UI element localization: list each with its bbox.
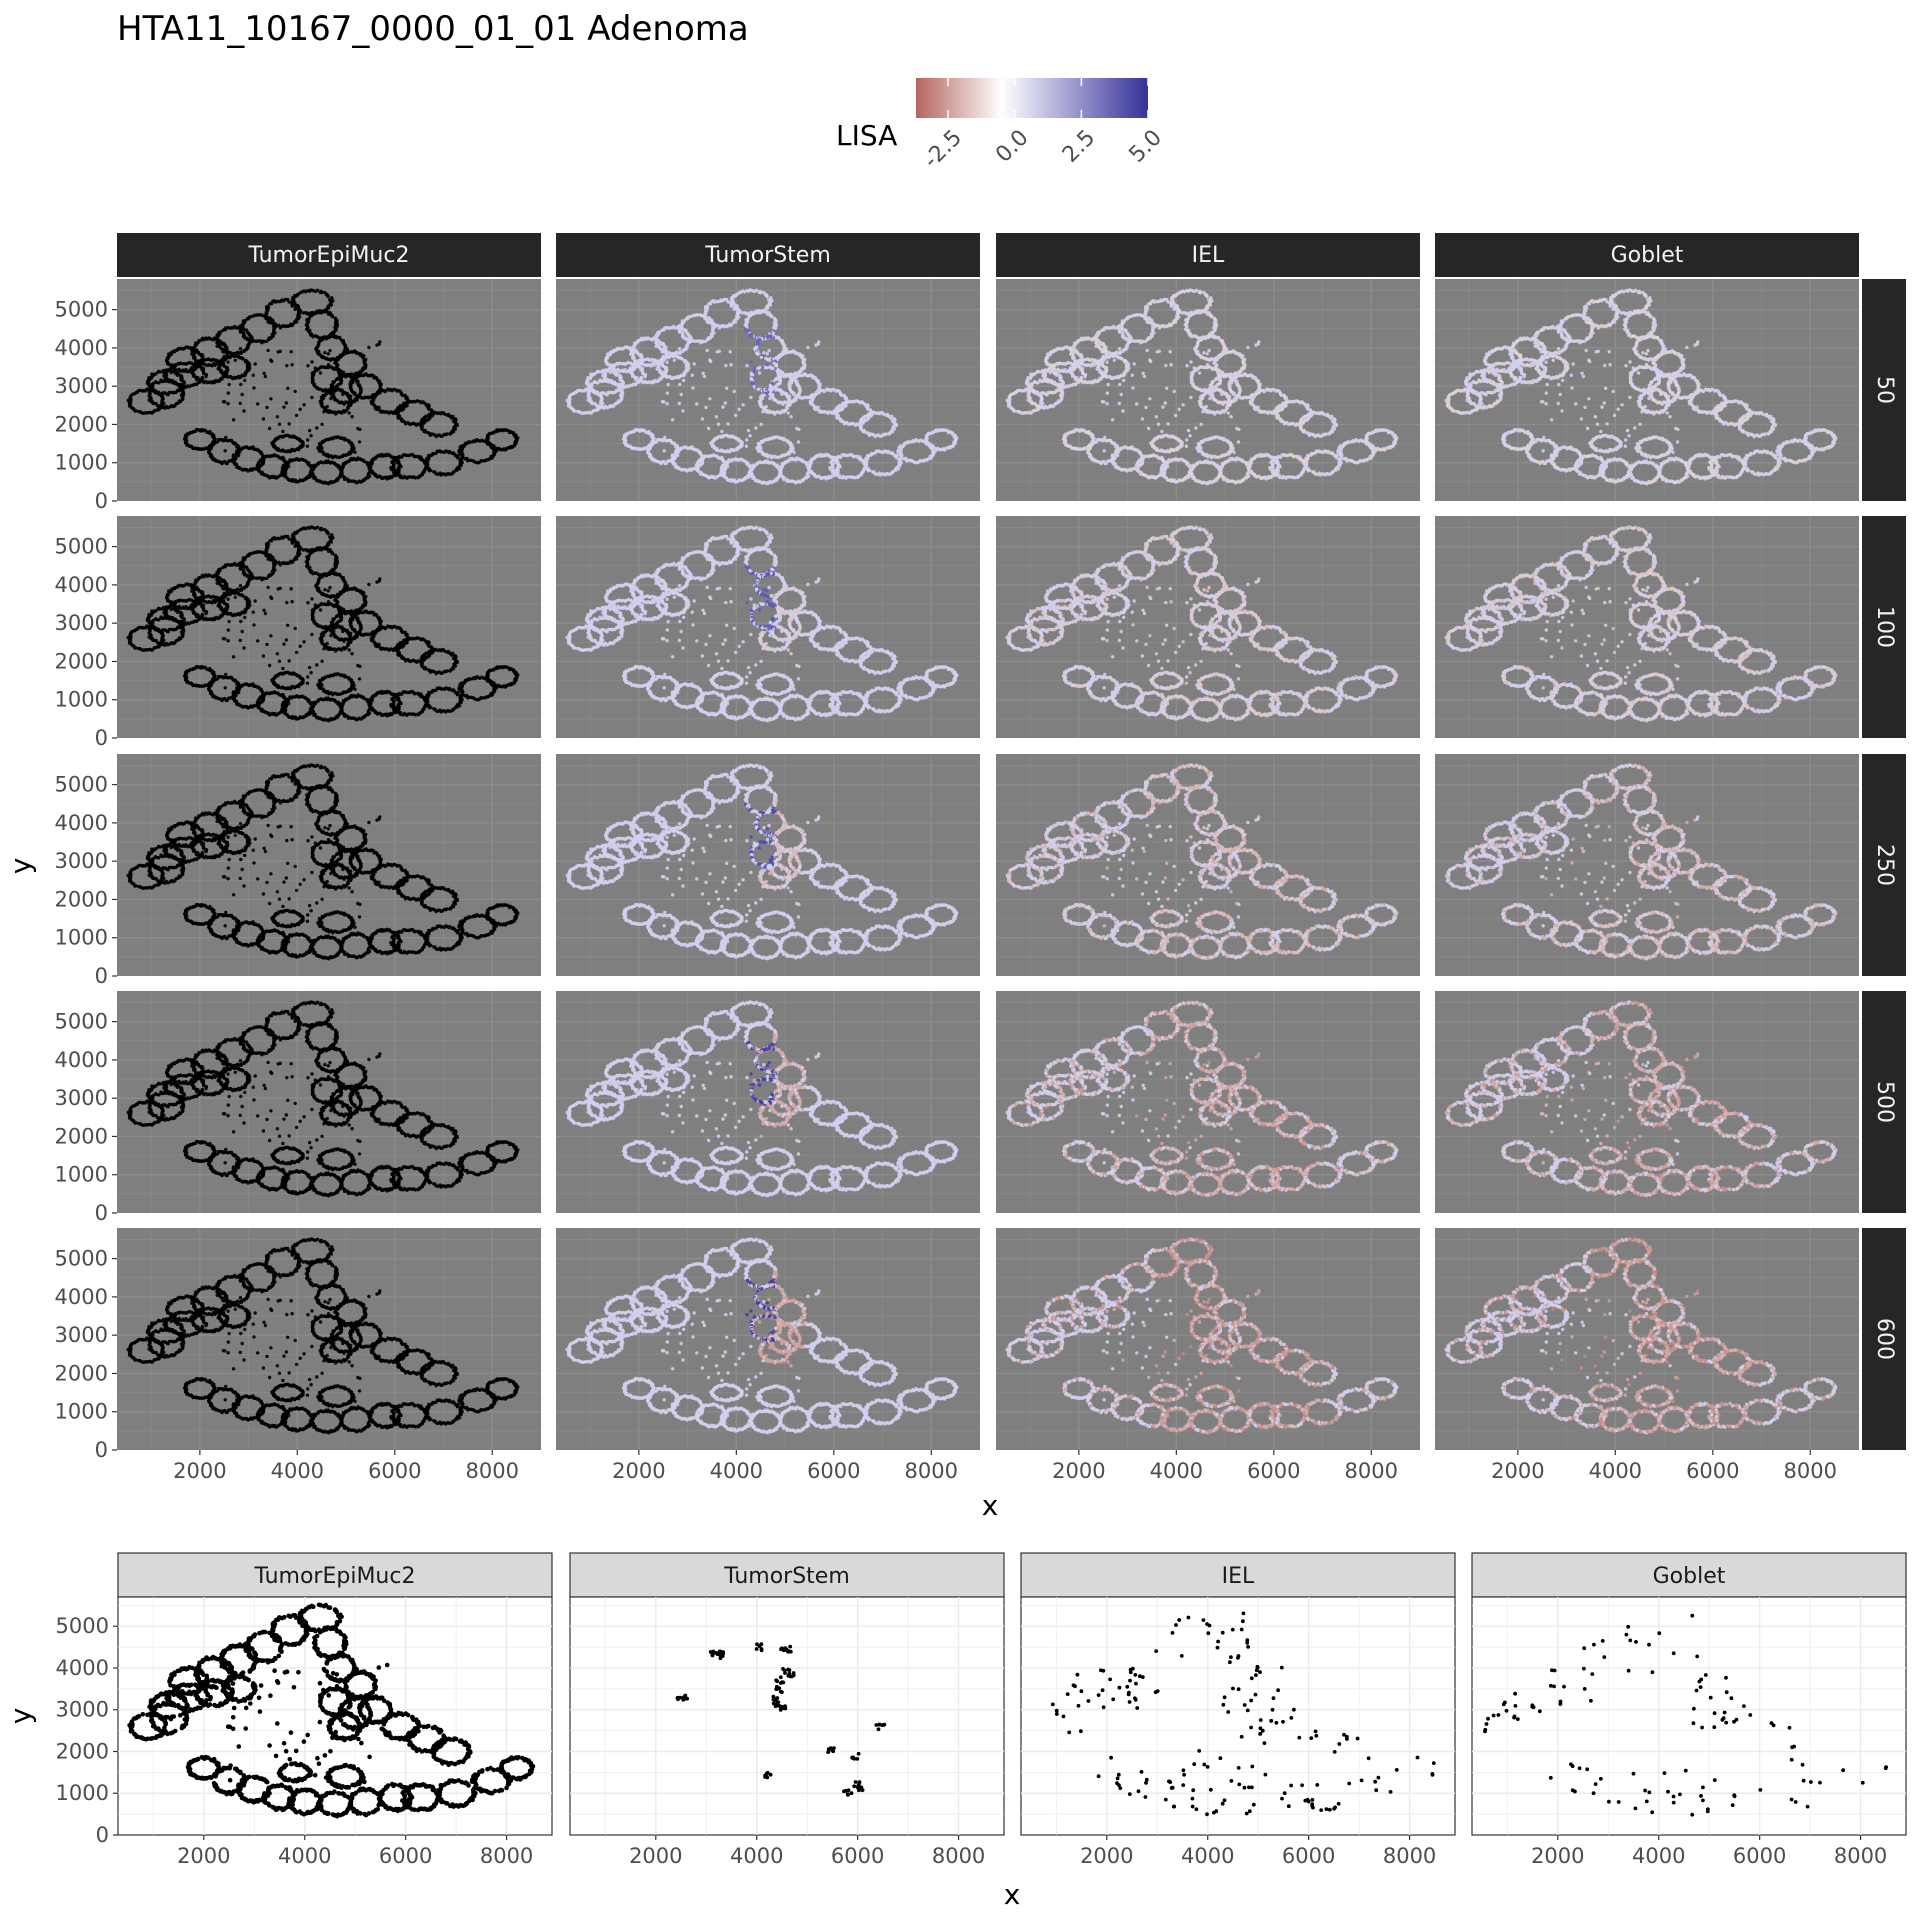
legend: LISA -2.5 0.0 2.5 5.0 [836, 78, 1167, 173]
row-strip-label: 100 [1872, 606, 1897, 648]
lisa-point [334, 317, 337, 320]
row-strip-label: 500 [1872, 1081, 1897, 1123]
lisa-point [364, 363, 367, 366]
lisa-point [196, 361, 199, 364]
legend-title: LISA [836, 119, 897, 152]
lisa-point [248, 366, 251, 369]
lisa-point [239, 330, 242, 333]
facet-strip-label: IEL [1192, 243, 1225, 268]
lisa-point [323, 291, 326, 294]
legend-tick-label: 0.0 [991, 125, 1033, 167]
chart-title: HTA11_10167_0000_01_01 Adenoma [117, 9, 749, 49]
lisa-point [297, 313, 300, 316]
lisa-point [178, 399, 181, 402]
row-strip-label: 50 [1872, 376, 1897, 404]
legend-colorbar [916, 78, 1148, 118]
lisa-point [201, 376, 204, 379]
facet-strip-label: TumorStem [704, 243, 831, 268]
lisa-point [272, 328, 275, 331]
lisa-point [151, 402, 154, 405]
lisa-point [223, 355, 226, 358]
facet-strip-label: Goblet [1611, 243, 1684, 268]
lisa-point [180, 393, 183, 396]
lisa-point [291, 304, 294, 307]
legend-tick-label: 2.5 [1058, 125, 1100, 167]
facet-strip-label: TumorEpiMuc2 [248, 243, 410, 268]
lisa-point [154, 381, 157, 384]
lisa-point [379, 386, 382, 389]
lisa-point [204, 374, 207, 377]
lisa-point [200, 359, 203, 362]
lisa-point [446, 432, 449, 435]
lisa-point [329, 301, 332, 304]
legend-tick-label: 5.0 [1125, 125, 1167, 167]
lisa-facet-grid: TumorEpiMuc2 TumorStem IEL Goblet 50 100 250 50… [4, 233, 1906, 1522]
lisa-point [299, 309, 302, 312]
row-strip-label: 600 [1872, 1318, 1897, 1360]
lisa-point [293, 308, 296, 311]
lisa-point [330, 296, 333, 299]
lisa-point [183, 382, 186, 385]
legend-tick-label: -2.5 [919, 125, 967, 173]
row-strip-label: 250 [1872, 844, 1897, 886]
lisa-point [456, 424, 459, 427]
lisa-point [195, 378, 198, 381]
lisa-point [336, 324, 339, 327]
lisa-point [168, 380, 171, 383]
lisa-point [160, 401, 163, 404]
lisa-point [360, 390, 363, 393]
